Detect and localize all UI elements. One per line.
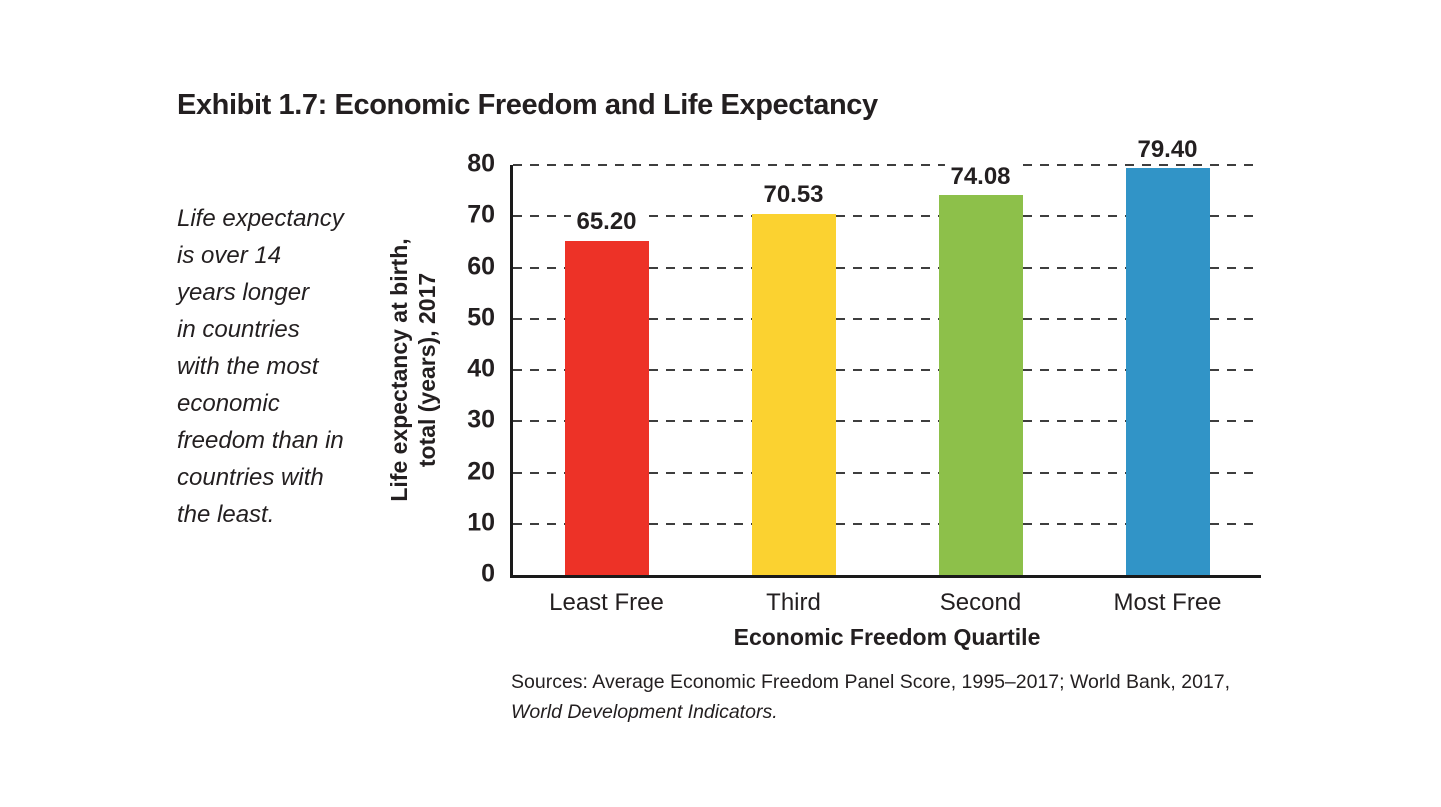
y-tick-label-60: 60: [467, 252, 495, 280]
gridline-y80: [513, 164, 1261, 166]
y-tick-label-50: 50: [467, 303, 495, 332]
exhibit-title: Exhibit 1.7: Economic Freedom and Life E…: [177, 89, 878, 121]
bar-value-label-second: 74.08: [944, 163, 1017, 191]
bar-slot-second: 74.08 Second: [887, 163, 1074, 616]
bar-second: [938, 195, 1023, 575]
bar-most-free: [1125, 168, 1210, 575]
y-tick-label-40: 40: [467, 354, 495, 383]
bar-slot-least-free: 65.20 Least Free: [513, 165, 700, 616]
gridline-y30: [513, 420, 1261, 423]
bar-slot-third: 70.53 Third: [700, 165, 887, 616]
bar-least-free: [564, 240, 649, 575]
gridline-y70: [513, 215, 1261, 218]
sources-line2: World Development Indicators.: [511, 700, 778, 723]
gridline-y10: [513, 522, 1261, 525]
sources-line1: Sources: Average Economic Freedom Panel …: [511, 671, 1231, 693]
y-tick-label-80: 80: [467, 149, 495, 178]
y-tick-label-30: 30: [467, 405, 495, 434]
y-tick-label-0: 0: [481, 559, 495, 588]
x-tick-label-least-free: Least Free: [549, 589, 664, 616]
margin-note: Life expectancy is over 14 years longer …: [177, 205, 344, 528]
x-tick-label-second: Second: [939, 589, 1022, 616]
bar-third: [751, 213, 836, 575]
y-tick-label-20: 20: [467, 457, 495, 485]
x-tick-label-most-free: Most Free: [1113, 589, 1222, 616]
gridline-y20: [513, 471, 1261, 474]
plot-area: Life expectancy at birth, total (years),…: [386, 136, 1261, 650]
bar-value-label-most-free: 79.40: [1131, 136, 1204, 164]
sources-note: Sources: Average Economic Freedom Panel …: [511, 668, 1271, 727]
gridline-y40: [513, 369, 1261, 371]
gridline-y50: [513, 317, 1261, 320]
y-tick-label-10: 10: [467, 508, 495, 537]
bar-slot-most-free: 79.40 Most Free: [1074, 136, 1261, 616]
x-tick-label-third: Third: [766, 589, 821, 616]
bar-value-label-least-free: 65.20: [570, 209, 643, 236]
x-axis-title: Economic Freedom Quartile: [733, 624, 1041, 650]
y-tick-label-70: 70: [467, 200, 495, 229]
bar-value-label-third: 70.53: [757, 181, 830, 209]
gridline-y60: [513, 266, 1261, 269]
